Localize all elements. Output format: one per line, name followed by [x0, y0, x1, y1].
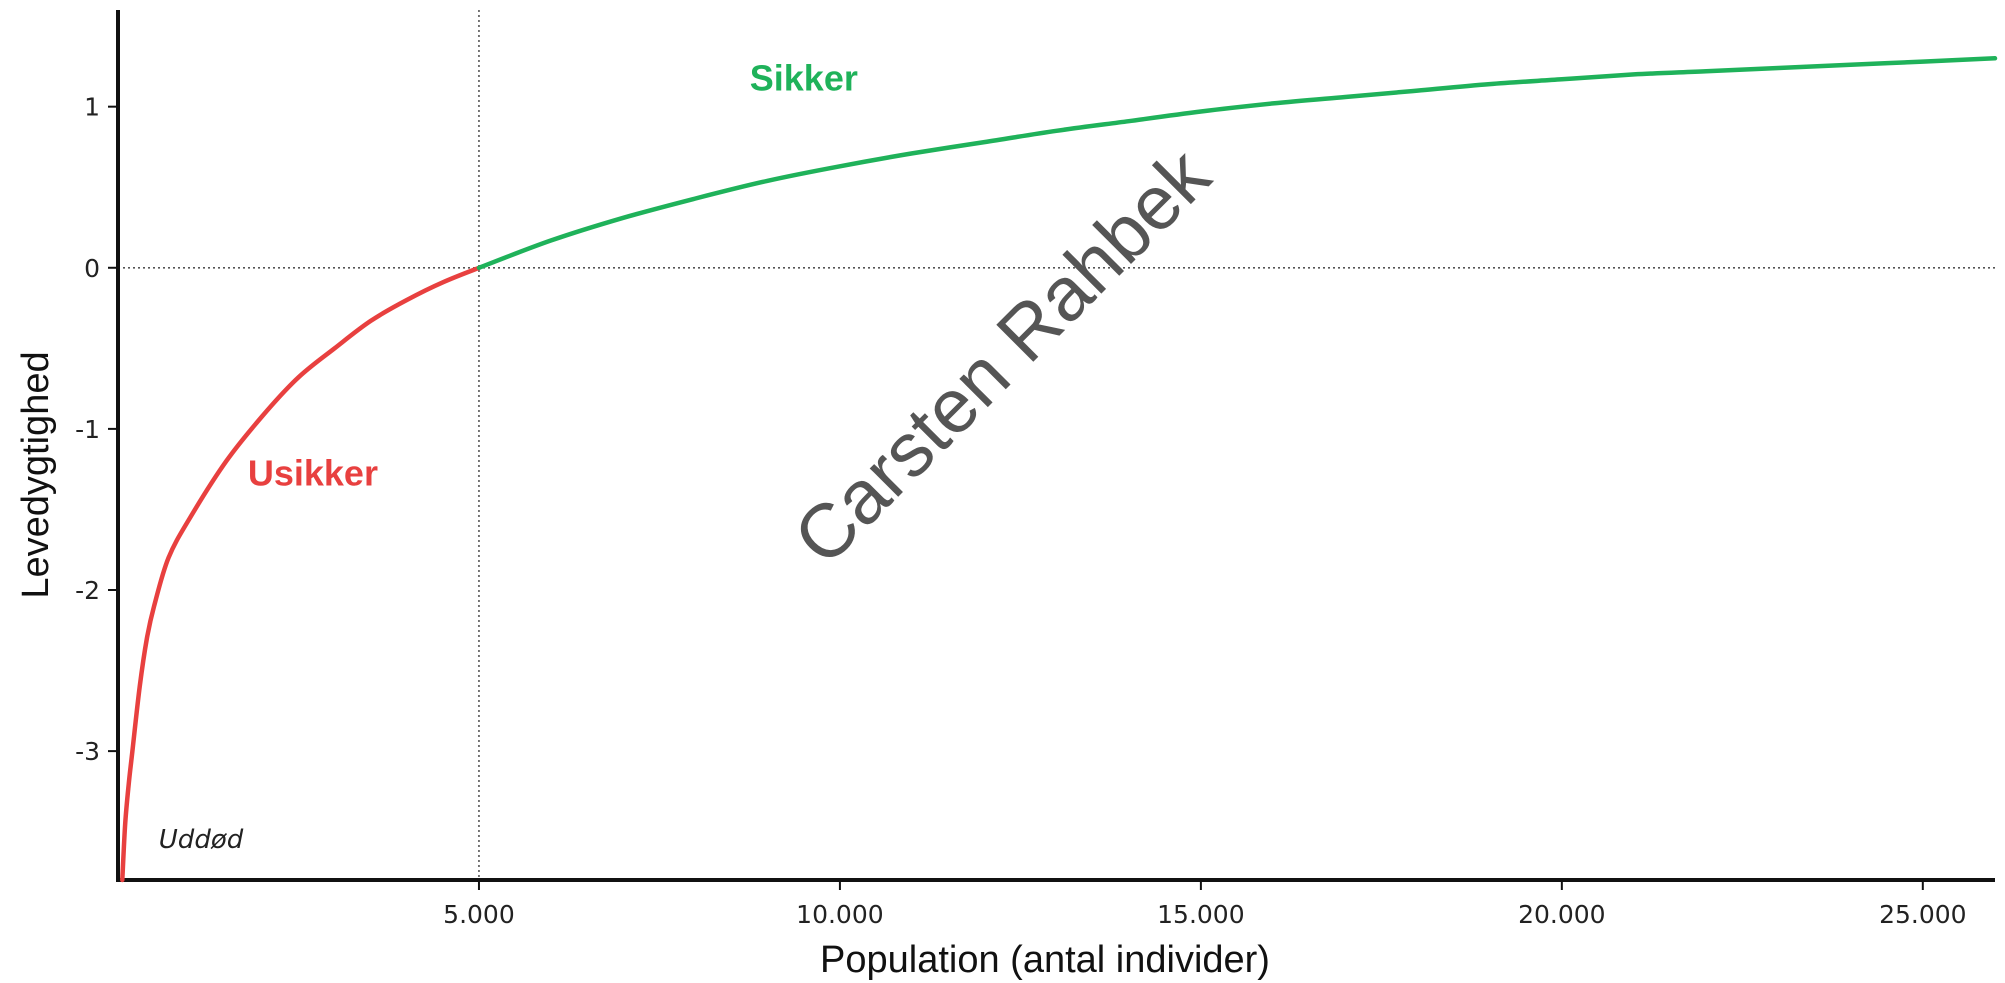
x-axis-title: Population (antal individer) — [820, 939, 1270, 981]
x-tick-label: 20.000 — [1518, 900, 1605, 929]
y-tick-label: 1 — [84, 93, 100, 122]
x-tick-label: 5.000 — [443, 900, 515, 929]
series-line-1 — [120, 265, 482, 883]
series-line-2 — [476, 56, 1998, 271]
tick-labels: 5.000 10.000 15.000 20.000 25.000 1 0 -1 -2 -3 — [75, 93, 1966, 929]
x-tick-label: 15.000 — [1157, 900, 1244, 929]
annotations: Sikker Usikker Uddød — [159, 58, 858, 855]
annotation-usikker: Usikker — [248, 452, 378, 493]
series-lines — [120, 56, 1998, 883]
watermark-text: Carsten Rahbek — [778, 132, 1227, 581]
annotation-sikker: Sikker — [750, 58, 858, 99]
reference-lines — [118, 10, 1995, 880]
annotation-uddd: Uddød — [159, 825, 244, 855]
y-tick-label: 0 — [84, 254, 100, 283]
x-tick-label: 25.000 — [1879, 900, 1966, 929]
y-tick-label: -3 — [75, 737, 100, 766]
x-tick-label: 10.000 — [796, 900, 883, 929]
y-tick-label: -1 — [75, 415, 100, 444]
y-axis-title: Levedygtighed — [15, 351, 57, 598]
axes — [116, 10, 1995, 882]
y-tick-label: -2 — [75, 576, 100, 605]
